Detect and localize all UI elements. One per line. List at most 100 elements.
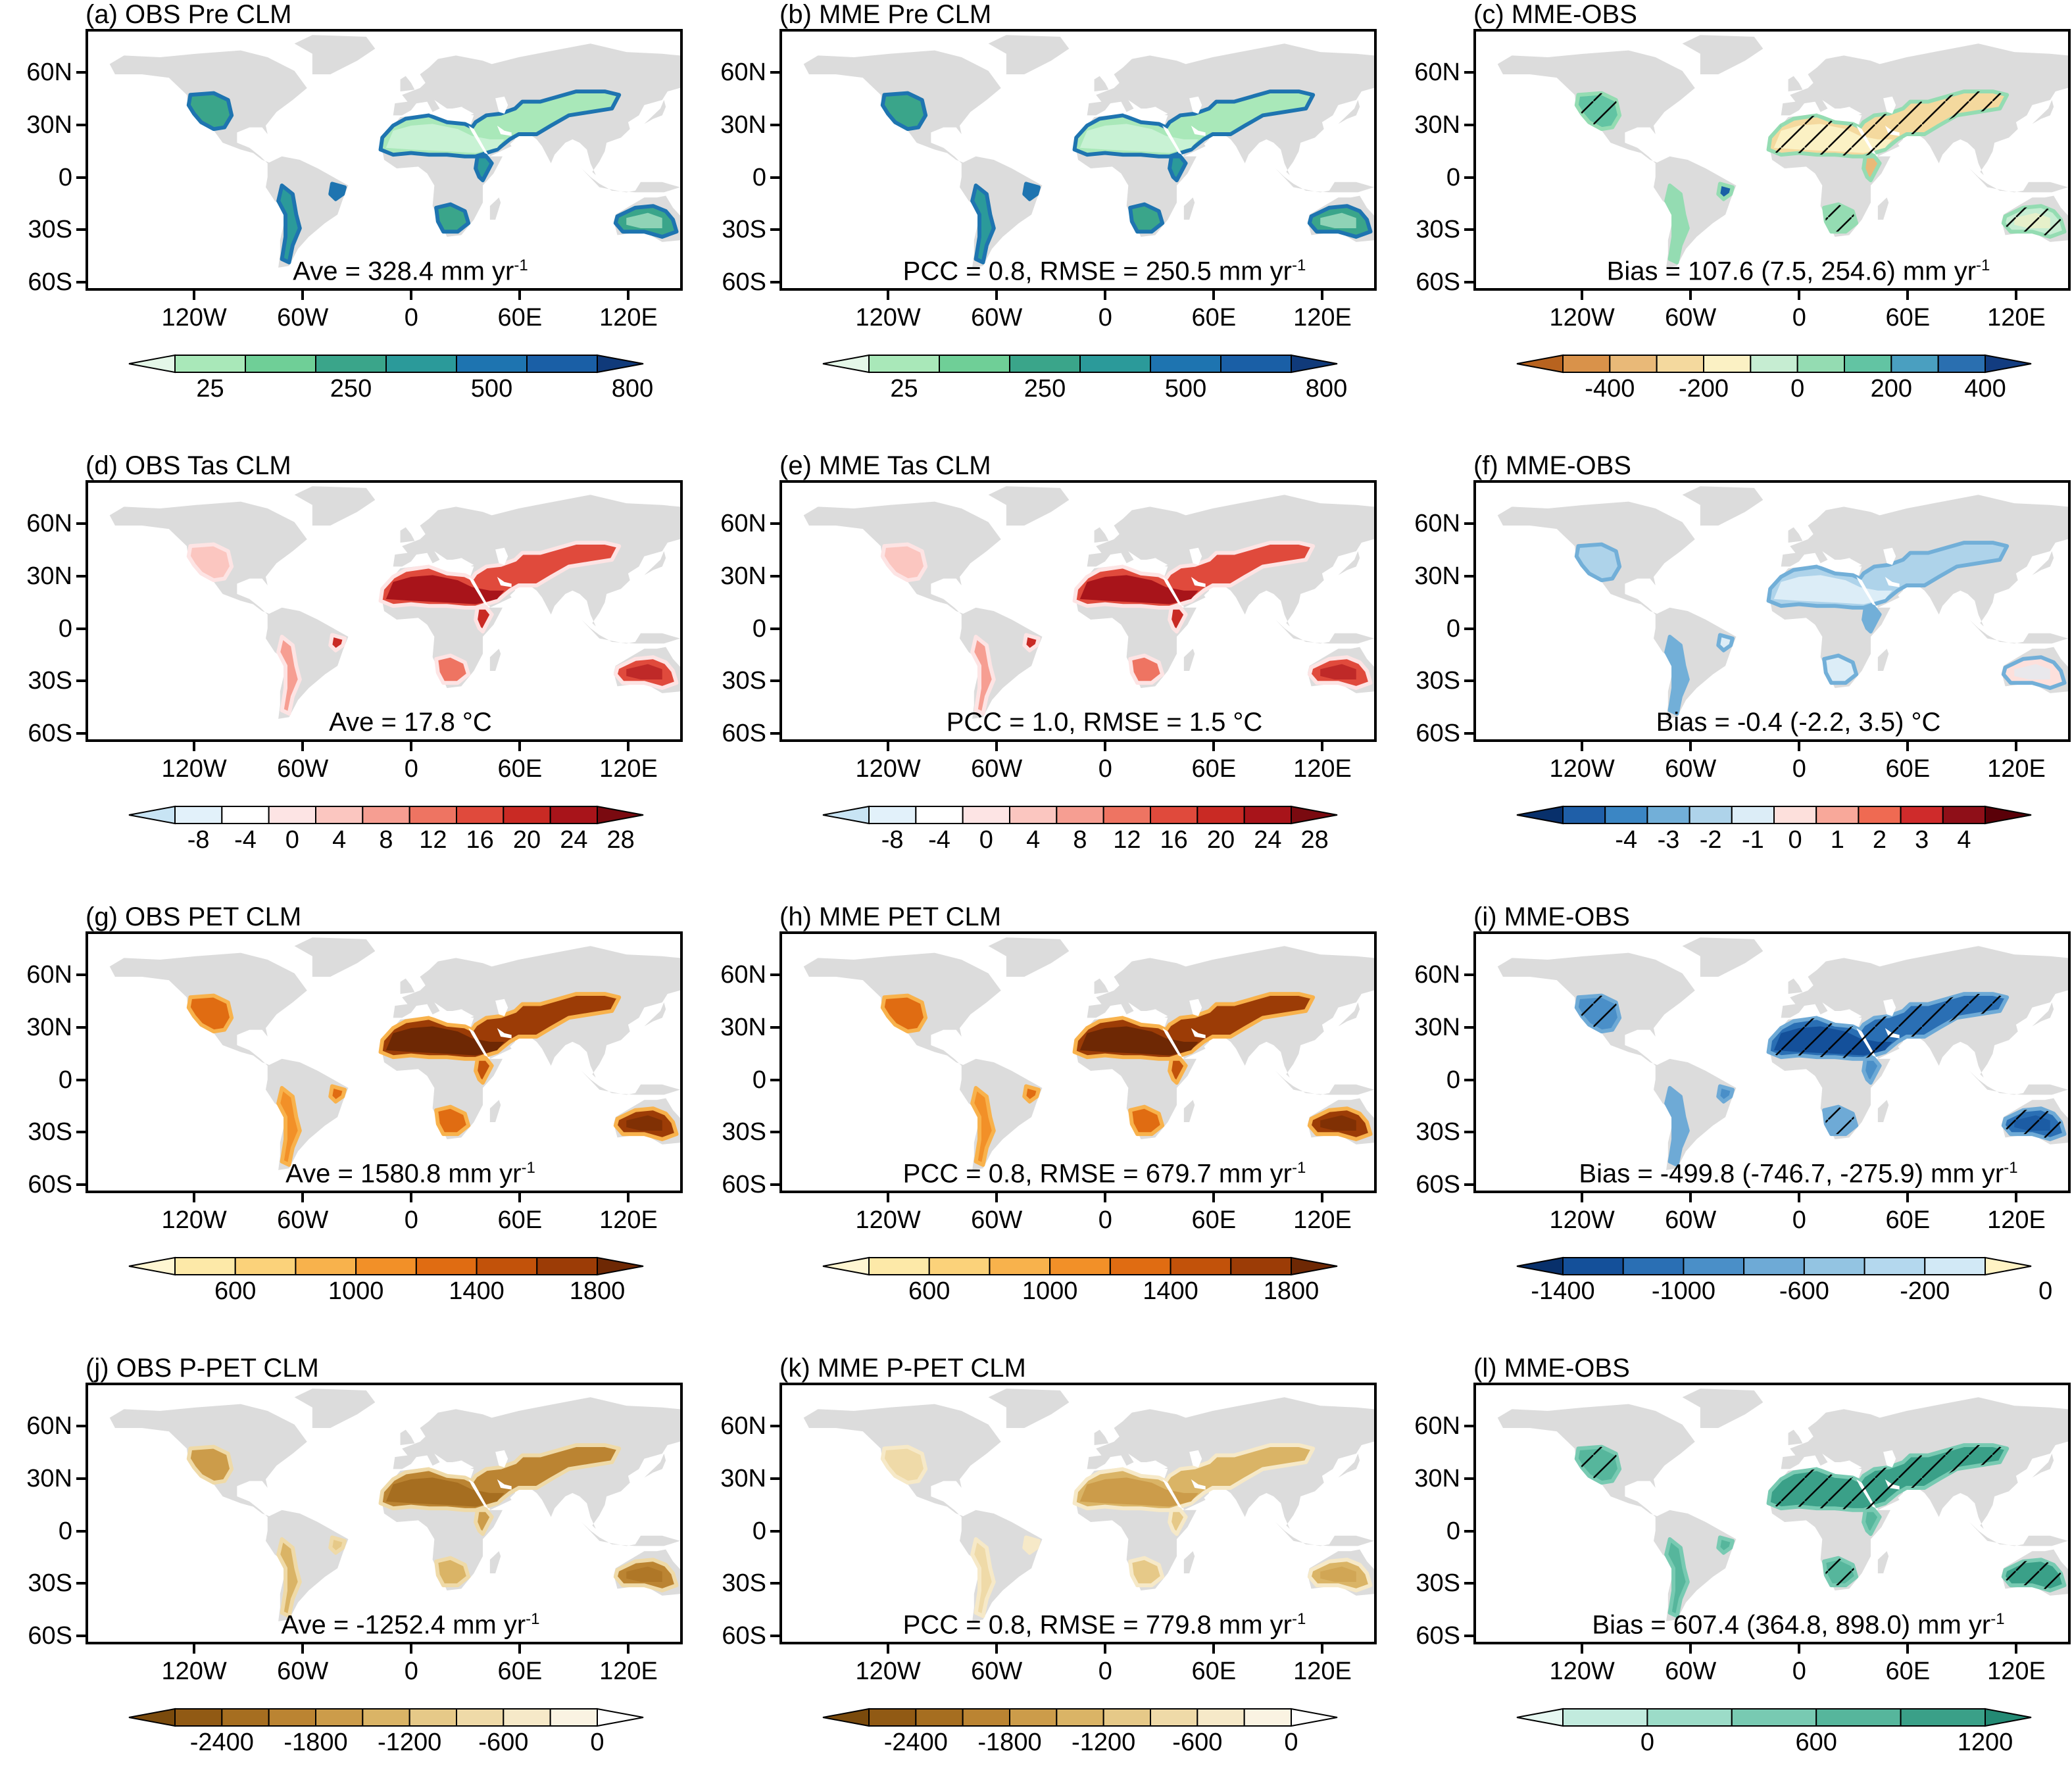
- panel-title: (a) OBS Pre CLM: [86, 0, 292, 29]
- lat-tick-label: 60N: [26, 59, 72, 87]
- lon-tick: [995, 1193, 999, 1202]
- significance-hatch: [1576, 93, 1620, 130]
- lon-tick: [887, 742, 890, 751]
- lon-tick: [1906, 1193, 1910, 1202]
- lon-tick-label: 120W: [855, 304, 921, 332]
- lon-tick: [2015, 1644, 2018, 1654]
- lon-tick: [1798, 291, 1801, 300]
- map-frame: [779, 1383, 1377, 1644]
- stat-text: Bias = -0.4 (-2.2, 3.5) °C: [1656, 708, 1941, 737]
- lat-tick-label: 30N: [1414, 1464, 1460, 1492]
- dryland-brazil: [328, 633, 347, 652]
- colorbar-segment: [315, 806, 364, 824]
- world-map: [1497, 35, 2068, 268]
- land-samerica: [960, 1510, 1043, 1621]
- lon-tick: [1689, 742, 1692, 751]
- dryland-sahara-core: [1079, 1477, 1198, 1507]
- lon-tick: [301, 1193, 305, 1202]
- dryland-usw: [1574, 542, 1622, 583]
- land-japan: [1338, 99, 1360, 124]
- colorbar-label: 8: [379, 826, 393, 854]
- colorbar-segment: [503, 1708, 551, 1727]
- colorbar-high-arrow: [1985, 354, 2032, 374]
- lon-tick-label: 60E: [1191, 1658, 1237, 1685]
- dryland-sam: [276, 1086, 302, 1167]
- lat-tick-label: 60N: [720, 961, 766, 989]
- lat-tick-label: 30S: [1416, 1118, 1460, 1146]
- stat-unit-exponent: -1: [521, 1159, 535, 1177]
- lon-tick-label: 60W: [971, 304, 1023, 332]
- lon-tick: [1581, 742, 1584, 751]
- land-indonesia: [581, 168, 680, 193]
- lat-tick: [1464, 228, 1473, 232]
- lat-tick: [770, 973, 779, 977]
- dryland-brazil: [328, 182, 347, 201]
- mediterranean-gap: [1123, 558, 1168, 570]
- dryland-sahara-core: [385, 124, 505, 153]
- mediterranean-gap: [429, 558, 474, 570]
- dryland-brazil: [1716, 633, 1735, 652]
- panel-title: (j) OBS P-PET CLM: [86, 1354, 319, 1383]
- land-japan: [1338, 1002, 1360, 1027]
- colorbar-segment: [1102, 806, 1151, 824]
- land-indonesia: [1275, 1522, 1374, 1546]
- dryland-hornaf: [1168, 1508, 1188, 1537]
- lon-tick: [1906, 742, 1910, 751]
- colorbar-label: 24: [1254, 826, 1282, 854]
- lat-tick-label: 60S: [1416, 1621, 1460, 1650]
- lon-tick-label: 0: [1098, 755, 1112, 783]
- dryland-sam: [1664, 184, 1690, 264]
- world-map: [803, 1389, 1374, 1621]
- dryland-sahara-core: [1079, 1026, 1198, 1056]
- colorbar-segment: [1562, 806, 1606, 824]
- colorbar-low-arrow: [1516, 354, 1564, 374]
- dryland-safrica: [434, 1104, 471, 1137]
- lat-tick: [1464, 280, 1473, 283]
- lon-tick: [2015, 1193, 2018, 1202]
- lon-tick-label: 0: [1098, 304, 1112, 332]
- lat-tick: [770, 280, 779, 283]
- colorbar-label: 4: [1026, 826, 1041, 854]
- lon-tick-label: 120E: [599, 1206, 658, 1234]
- lon-tick-label: 60E: [1191, 304, 1237, 332]
- lon-tick: [301, 291, 305, 300]
- lon-tick-label: 120W: [161, 304, 227, 332]
- stat-unit-exponent: -1: [1976, 257, 1990, 274]
- colorbar-segment: [295, 1257, 357, 1275]
- dryland-hornaf: [1862, 1508, 1882, 1537]
- mediterranean-gap: [1817, 1460, 1862, 1473]
- colorbar-label: -1200: [1072, 1729, 1136, 1756]
- lat-tick: [770, 1477, 779, 1480]
- lon-tick-label: 120E: [1293, 304, 1352, 332]
- colorbar-segment: [221, 806, 270, 824]
- colorbar-segment: [1079, 355, 1151, 373]
- lat-tick: [770, 574, 779, 578]
- colorbar-label: 1800: [569, 1277, 626, 1305]
- colorbar-segment: [1815, 1708, 1902, 1727]
- lat-tick-label: 30N: [1414, 111, 1460, 139]
- significance-hatch: [2003, 1560, 2065, 1590]
- colorbar-segment: [1102, 1708, 1151, 1727]
- colorbar-segment: [245, 355, 316, 373]
- lon-tick: [995, 291, 999, 300]
- lon-tick-label: 120W: [1549, 1206, 1615, 1234]
- lat-tick: [76, 1183, 86, 1186]
- colorbar-label: 600: [908, 1277, 950, 1305]
- stat-unit-exponent: -1: [1291, 1159, 1306, 1177]
- lon-tick: [410, 1193, 413, 1202]
- mediterranean-gap: [1817, 107, 1862, 119]
- lon-tick-label: 120W: [855, 1206, 921, 1234]
- lon-tick-label: 120W: [1549, 304, 1615, 332]
- dryland-safrica: [434, 202, 471, 234]
- red-sea: [1162, 125, 1183, 155]
- colorbar-segment: [1689, 806, 1733, 824]
- colorbar-label: -1800: [977, 1729, 1042, 1756]
- panel-stat: Ave = 328.4 mm yr-1: [138, 258, 683, 285]
- land-japan: [2032, 99, 2054, 124]
- lat-tick: [1464, 627, 1473, 630]
- lon-tick-label: 60W: [277, 304, 329, 332]
- colorbar-label: -600: [1172, 1729, 1223, 1756]
- colorbar-label: -2: [1699, 826, 1722, 854]
- lat-tick-label: 60S: [722, 268, 766, 296]
- lon-tick-label: 60E: [1885, 755, 1931, 783]
